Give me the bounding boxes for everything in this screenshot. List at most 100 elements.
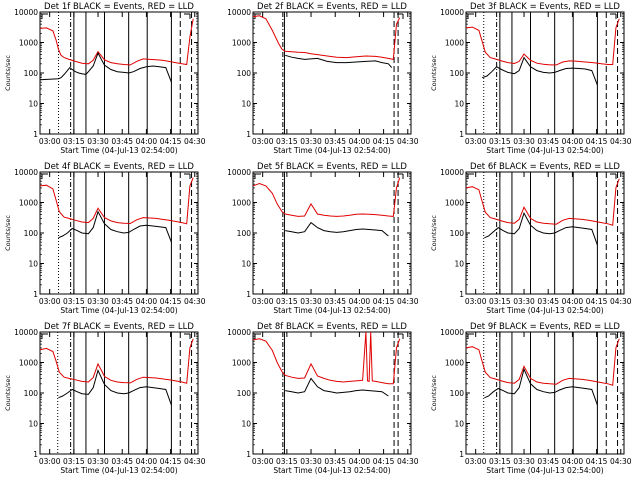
y-tick-label: 10 bbox=[28, 420, 38, 429]
chart-panel-9: Det 9f BLACK = Events, RED = LLD 1 10 100 10… bbox=[430, 322, 632, 475]
y-axis-label: Counts/sec bbox=[430, 375, 438, 411]
corner-mark bbox=[397, 173, 404, 179]
y-tick-label: 1 bbox=[246, 450, 251, 459]
y-tick-label: 1000 bbox=[445, 199, 464, 208]
y-tick-label: 10 bbox=[454, 100, 464, 109]
y-tick-label: 10000 bbox=[440, 168, 464, 177]
y-tick-label: 1000 bbox=[232, 199, 251, 208]
y-tick-label: 1 bbox=[246, 290, 251, 299]
x-tick-label: 03:00 bbox=[252, 457, 274, 466]
corner-mark bbox=[467, 333, 474, 339]
y-tick-label: 10 bbox=[241, 100, 251, 109]
series-line-events bbox=[481, 56, 598, 86]
x-tick-label: 03:15 bbox=[489, 297, 511, 306]
x-tick-label: 04:30 bbox=[184, 297, 206, 306]
y-tick-label: 1000 bbox=[232, 39, 251, 48]
plot-frame bbox=[39, 171, 199, 295]
chart-title: Det 8f BLACK = Events, RED = LLD bbox=[257, 322, 407, 332]
y-tick-label: 10 bbox=[454, 260, 464, 269]
y-tick-label: 1000 bbox=[19, 359, 38, 368]
chart-panel-2: Det 2f BLACK = Events, RED = LLD 1 10 100 10… bbox=[227, 2, 419, 155]
x-tick-label: 03:45 bbox=[111, 297, 133, 306]
chart-panel-6: Det 6f BLACK = Events, RED = LLD 1 10 100 10… bbox=[430, 162, 632, 315]
x-tick-label: 03:15 bbox=[63, 137, 85, 146]
x-tick-label: 04:30 bbox=[397, 137, 419, 146]
series-line-lld bbox=[40, 177, 194, 225]
x-tick-label: 03:30 bbox=[300, 457, 322, 466]
x-axis-label: Start Time (04-Jul-13 02:54:00) bbox=[273, 466, 390, 475]
x-tick-label: 03:15 bbox=[63, 297, 85, 306]
y-tick-label: 100 bbox=[237, 69, 252, 78]
x-tick-label: 04:00 bbox=[349, 137, 371, 146]
x-tick-label: 04:15 bbox=[373, 137, 395, 146]
x-tick-label: 03:45 bbox=[537, 297, 559, 306]
x-tick-label: 04:00 bbox=[136, 137, 158, 146]
x-tick-label: 04:15 bbox=[373, 457, 395, 466]
x-axis-label: Start Time (04-Jul-13 02:54:00) bbox=[486, 466, 603, 475]
x-tick-label: 03:30 bbox=[513, 457, 535, 466]
series-line-events bbox=[285, 54, 393, 68]
y-tick-label: 1000 bbox=[232, 359, 251, 368]
y-axis-label: Counts/sec bbox=[430, 55, 438, 91]
x-tick-label: 03:00 bbox=[465, 297, 487, 306]
corner-mark bbox=[610, 13, 617, 19]
x-tick-label: 04:30 bbox=[610, 137, 632, 146]
x-tick-label: 03:30 bbox=[300, 297, 322, 306]
y-tick-label: 10 bbox=[241, 260, 251, 269]
y-tick-label: 1000 bbox=[19, 39, 38, 48]
x-tick-label: 04:00 bbox=[349, 297, 371, 306]
chart-title: Det 2f BLACK = Events, RED = LLD bbox=[257, 2, 407, 12]
chart-title: Det 5f BLACK = Events, RED = LLD bbox=[257, 162, 407, 172]
plot-frame bbox=[252, 331, 412, 455]
x-tick-label: 04:00 bbox=[136, 297, 158, 306]
series-line-events bbox=[285, 377, 389, 397]
x-tick-label: 03:30 bbox=[87, 457, 109, 466]
chart-title: Det 6f BLACK = Events, RED = LLD bbox=[470, 162, 620, 172]
y-tick-label: 1 bbox=[33, 450, 38, 459]
corner-mark bbox=[397, 333, 404, 339]
series-line-events bbox=[58, 368, 172, 406]
y-tick-label: 10000 bbox=[227, 168, 251, 177]
x-tick-label: 04:15 bbox=[160, 297, 182, 306]
x-tick-label: 04:30 bbox=[184, 457, 206, 466]
x-axis-label: Start Time (04-Jul-13 02:54:00) bbox=[60, 306, 177, 315]
y-tick-label: 100 bbox=[450, 389, 465, 398]
y-axis-label: Counts/sec bbox=[4, 375, 12, 411]
y-tick-label: 1 bbox=[246, 130, 251, 139]
y-tick-label: 10 bbox=[454, 420, 464, 429]
x-tick-label: 03:45 bbox=[111, 457, 133, 466]
series-line-events bbox=[58, 210, 172, 243]
x-tick-label: 03:15 bbox=[63, 457, 85, 466]
chart-title: Det 4f BLACK = Events, RED = LLD bbox=[44, 162, 194, 172]
corner-mark bbox=[254, 333, 261, 339]
series-line-events bbox=[484, 367, 598, 406]
x-tick-label: 04:00 bbox=[562, 297, 584, 306]
x-tick-label: 03:15 bbox=[276, 137, 298, 146]
x-tick-label: 03:15 bbox=[489, 457, 511, 466]
chart-panel-1: Det 1f BLACK = Events, RED = LLD 1 10 100 10… bbox=[4, 2, 206, 155]
y-tick-label: 10000 bbox=[440, 8, 464, 17]
series-line-lld bbox=[466, 178, 620, 226]
y-tick-label: 1000 bbox=[19, 199, 38, 208]
x-tick-label: 04:15 bbox=[586, 297, 608, 306]
x-tick-label: 04:30 bbox=[397, 297, 419, 306]
y-tick-label: 1000 bbox=[445, 359, 464, 368]
corner-mark bbox=[41, 333, 48, 339]
corner-mark bbox=[467, 173, 474, 179]
x-tick-label: 03:30 bbox=[513, 137, 535, 146]
x-tick-label: 03:45 bbox=[324, 457, 346, 466]
x-tick-label: 03:00 bbox=[39, 457, 61, 466]
x-tick-label: 03:30 bbox=[513, 297, 535, 306]
series-line-lld bbox=[253, 177, 401, 217]
y-axis-label: Counts/sec bbox=[4, 215, 12, 251]
y-tick-label: 10 bbox=[28, 100, 38, 109]
x-tick-label: 04:15 bbox=[373, 297, 395, 306]
x-tick-label: 03:15 bbox=[276, 297, 298, 306]
y-tick-label: 100 bbox=[24, 389, 39, 398]
y-tick-label: 100 bbox=[237, 389, 252, 398]
y-tick-label: 10000 bbox=[227, 328, 251, 337]
chart-panel-7: Det 7f BLACK = Events, RED = LLD 1 10 100 10… bbox=[4, 322, 206, 475]
x-tick-label: 03:30 bbox=[300, 137, 322, 146]
y-axis-label: Counts/sec bbox=[430, 215, 438, 251]
